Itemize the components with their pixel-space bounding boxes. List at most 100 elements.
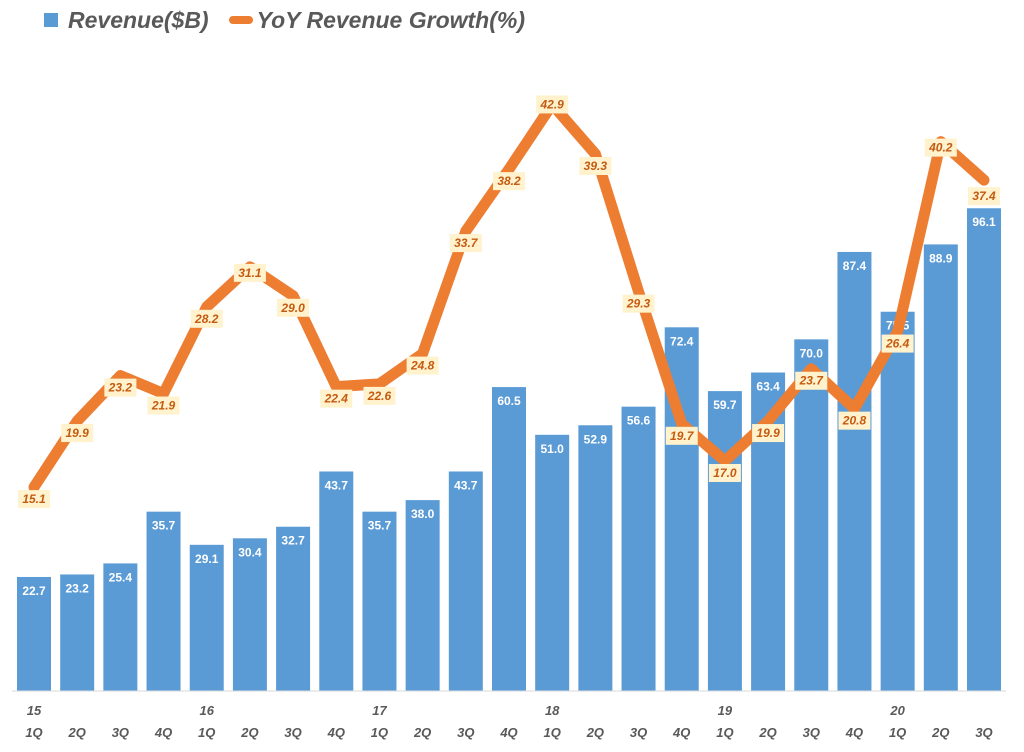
line-label-box	[449, 234, 482, 253]
bar	[17, 576, 51, 691]
bar-data-label: 56.6	[627, 414, 651, 428]
line-data-label: 23.2	[108, 381, 133, 395]
bar	[189, 544, 224, 691]
x-tick-quarter-label: 2Q	[240, 725, 258, 740]
x-tick-quarter-label: 2Q	[68, 725, 86, 740]
bar	[319, 471, 354, 691]
x-tick-quarter-label: 4Q	[499, 725, 517, 740]
bar	[405, 500, 440, 691]
line-data-label: 37.4	[972, 189, 996, 203]
line-data-label: 22.6	[367, 389, 392, 403]
line-data-label: 42.9	[540, 97, 565, 111]
x-tick-quarter-label: 1Q	[371, 725, 388, 740]
x-tick-quarter-label: 4Q	[672, 725, 690, 740]
legend-item-revenue: Revenue($B)	[44, 7, 209, 34]
x-tick-quarter-label: 1Q	[198, 725, 215, 740]
bar-data-label: 25.4	[109, 570, 133, 584]
bar	[578, 425, 613, 691]
bar-data-label: 32.7	[281, 534, 305, 548]
line-data-label: 23.7	[799, 374, 825, 388]
bar	[448, 471, 483, 691]
x-tick-quarter-label: 2Q	[931, 725, 949, 740]
line-data-label: 29.0	[280, 301, 305, 315]
line-data-label: 21.9	[151, 399, 176, 413]
bar	[103, 563, 138, 691]
legend-label-revenue: Revenue($B)	[68, 6, 209, 33]
x-tick-quarter-label: 4Q	[327, 725, 345, 740]
bar	[794, 339, 829, 691]
bar	[967, 208, 1001, 691]
bar-data-label: 87.4	[843, 259, 867, 273]
line-label-box	[795, 371, 828, 390]
line-data-label: 17.0	[713, 466, 737, 480]
x-tick-quarter-label: 3Q	[975, 725, 992, 740]
bar	[60, 574, 95, 691]
bar	[535, 434, 570, 691]
bar-data-label: 96.1	[972, 215, 996, 229]
bar-data-label: 35.7	[368, 519, 392, 533]
line-data-label: 39.3	[584, 159, 608, 173]
line-data-label: 33.7	[454, 236, 479, 250]
line-label-box	[190, 309, 223, 328]
x-tick-quarter-label: 1Q	[544, 725, 561, 740]
bar-data-label: 72.4	[670, 334, 694, 348]
line-label-box	[104, 378, 137, 397]
x-tick-quarter-label: 3Q	[112, 725, 129, 740]
x-tick-quarter-label: 2Q	[586, 725, 604, 740]
x-tick-quarter-label: 1Q	[716, 725, 733, 740]
line-data-label: 38.2	[497, 174, 521, 188]
line-data-label: 40.2	[928, 141, 953, 155]
bar	[837, 251, 872, 691]
legend-swatch-line	[228, 16, 253, 24]
x-tick-quarter-label: 4Q	[154, 725, 172, 740]
x-axis-ticks: 15 1Q 2Q 3Q 4Q 16 1Q 2Q 3Q 4Q 17 1Q 2Q 3Q 4Q 18 1Q 2Q 3Q 4Q…	[25, 703, 992, 740]
line-data-label: 20.8	[842, 414, 867, 428]
legend-item-growth: YoY Revenue Growth(%)	[228, 6, 525, 34]
line-label-box	[493, 172, 525, 191]
x-tick-quarter-label: 1Q	[889, 725, 906, 740]
bar	[362, 511, 397, 691]
line-data-label: 22.4	[324, 392, 349, 406]
line-label-box	[277, 298, 310, 317]
x-tick-year-label: 20	[889, 703, 905, 718]
x-tick-quarter-label: 2Q	[758, 725, 776, 740]
bar	[146, 511, 181, 691]
x-tick-quarter-label: 3Q	[284, 725, 301, 740]
bar-data-label: 29.1	[195, 552, 219, 566]
line-label-box	[320, 389, 353, 408]
bar-data-label: 60.5	[497, 394, 521, 408]
line-label-box	[752, 424, 785, 443]
bar-data-label: 23.2	[66, 581, 90, 595]
x-tick-year-label: 19	[718, 703, 733, 718]
bar	[923, 244, 958, 691]
chart-legend: Revenue($B) YoY Revenue Growth(%)	[44, 2, 545, 38]
line-label-box	[579, 156, 612, 175]
line-data-label: 15.1	[22, 492, 46, 506]
x-tick-quarter-label: 4Q	[845, 725, 863, 740]
bar-data-label: 38.0	[411, 507, 435, 521]
line-label-box	[622, 294, 655, 313]
line-label-box	[536, 95, 569, 114]
line-label-box	[61, 424, 94, 443]
x-tick-quarter-label: 3Q	[630, 725, 647, 740]
x-tick-year-label: 17	[372, 703, 387, 718]
line-label-box	[924, 138, 957, 157]
legend-label-growth: YoY Revenue Growth(%)	[256, 6, 525, 33]
bar	[492, 387, 526, 691]
line-data-label: 29.3	[626, 297, 651, 311]
line-label-box	[406, 356, 439, 375]
bar-data-label: 22.7	[22, 584, 46, 598]
line-data-label: 28.2	[194, 312, 219, 326]
line-series-growth: 15.1 19.9 23.2 21.9 28.2 31.1 29.0 22.4 22.6 24.8…	[18, 95, 1000, 509]
bar-data-label: 70.0	[800, 346, 824, 360]
bar	[232, 538, 267, 691]
line-label-box	[363, 386, 396, 405]
line-data-label: 24.8	[410, 359, 435, 373]
bar	[880, 311, 915, 691]
bar	[276, 526, 311, 691]
line-data-label: 19.7	[670, 429, 695, 443]
line-label-box	[147, 396, 180, 415]
bar-data-label: 51.0	[541, 442, 565, 456]
line-data-label: 19.9	[756, 426, 780, 440]
